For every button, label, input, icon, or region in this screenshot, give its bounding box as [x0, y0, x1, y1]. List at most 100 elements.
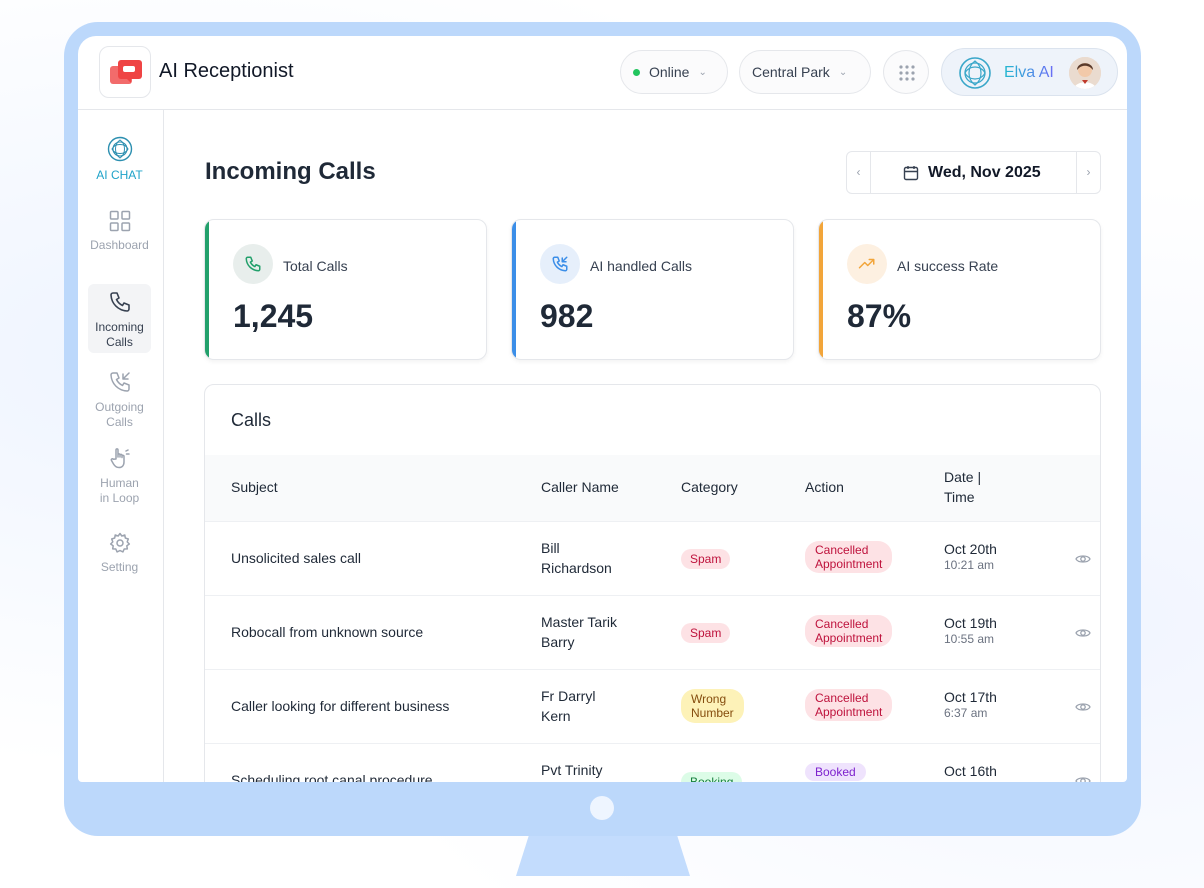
location-dropdown[interactable]: Central Park ⌄ — [739, 50, 871, 94]
sidebar-item-incoming-calls[interactable]: Incoming Calls — [88, 284, 151, 353]
sidebar-item-ai-chat[interactable]: AI CHAT — [88, 136, 151, 183]
sidebar: AI CHAT Dashboard Incoming Calls Outgoin… — [78, 110, 164, 782]
sidebar-item-label: Outgoing Calls — [95, 400, 144, 429]
date-picker[interactable]: Wed, Nov 2025 — [903, 164, 1041, 182]
column-header-category[interactable]: Category — [681, 479, 738, 495]
call-datetime: Oct 17th 6:37 am — [944, 689, 997, 720]
table-row[interactable]: Caller looking for different business Fr… — [205, 669, 1100, 743]
previous-date-button[interactable]: ‹ — [847, 152, 871, 193]
sidebar-item-label: Human in Loop — [99, 476, 140, 505]
next-date-button[interactable]: › — [1076, 152, 1100, 193]
sidebar-item-label: Incoming Calls — [95, 320, 144, 349]
calls-table-title: Calls — [231, 410, 272, 430]
column-header-subject[interactable]: Subject — [231, 479, 278, 495]
apps-grid-icon — [899, 65, 915, 81]
kpi-label: AI handled Calls — [590, 258, 692, 274]
call-subject: Scheduling root canal procedure — [231, 772, 433, 782]
call-date: Oct 19th — [944, 615, 997, 631]
category-badge: Wrong Number — [681, 689, 744, 723]
action-badge: Cancelled Appointment — [805, 689, 893, 721]
kpi-card-ai-handled-calls: AI handled Calls 982 — [511, 219, 794, 360]
trend-up-icon — [858, 258, 875, 269]
call-subject: Unsolicited sales call — [231, 550, 361, 566]
table-row[interactable]: Scheduling root canal procedure Pvt Trin… — [205, 743, 1100, 782]
view-details-button[interactable] — [1075, 699, 1091, 718]
kpi-value: 1,245 — [233, 298, 314, 334]
kpi-accent-bar — [205, 220, 209, 359]
call-subject: Caller looking for different business — [231, 698, 450, 714]
date-label: Wed, Nov 2025 — [928, 164, 1041, 181]
eye-icon — [1075, 555, 1091, 563]
top-bar: AI Receptionist Online ⌄ Central Park ⌄ — [78, 36, 1127, 110]
app-logo[interactable] — [99, 46, 151, 98]
eye-icon — [1075, 629, 1091, 637]
sidebar-item-setting[interactable]: Setting — [88, 532, 151, 575]
monitor-stand — [516, 832, 690, 876]
kpi-accent-bar — [819, 220, 823, 359]
kpi-icon-container — [233, 244, 273, 284]
date-navigator: ‹ Wed, Nov 2025 › — [846, 151, 1101, 194]
call-date: Oct 17th — [944, 689, 997, 705]
caller-name: Pvt Trinity — [541, 762, 603, 778]
table-row[interactable]: Unsolicited sales call Bill Richardson S… — [205, 521, 1100, 595]
calls-table-card: Calls Subject Caller Name Category Actio… — [204, 384, 1101, 782]
call-datetime: Oct 16th — [944, 763, 997, 780]
action-badge: Cancelled Appointment — [805, 541, 893, 573]
kpi-card-ai-success-rate: AI success Rate 87% — [818, 219, 1101, 360]
table-row[interactable]: Robocall from unknown source Master Tari… — [205, 595, 1100, 669]
action-badge: Cancelled Appointment — [805, 615, 893, 647]
sidebar-item-label: Dashboard — [90, 238, 149, 252]
kpi-value: 87% — [847, 298, 912, 334]
sidebar-item-human-in-loop[interactable]: Human in Loop — [88, 446, 151, 506]
kpi-accent-bar — [512, 220, 516, 359]
view-details-button[interactable] — [1075, 625, 1091, 644]
phone-outgoing-icon — [109, 372, 130, 392]
call-datetime: Oct 19th 10:55 am — [944, 615, 997, 646]
view-details-button[interactable] — [1075, 551, 1091, 570]
kpi-value: 982 — [540, 298, 594, 334]
sidebar-item-dashboard[interactable]: Dashboard — [88, 210, 151, 253]
page-title: Incoming Calls — [205, 158, 376, 185]
call-datetime: Oct 20th 10:21 am — [944, 541, 997, 572]
call-date: Oct 20th — [944, 541, 997, 557]
call-subject: Robocall from unknown source — [231, 624, 424, 640]
caller-name: Master Tarik Barry — [541, 614, 617, 650]
eye-icon — [1075, 777, 1091, 782]
status-dropdown[interactable]: Online ⌄ — [620, 50, 728, 94]
gear-icon — [109, 532, 130, 553]
column-header-action[interactable]: Action — [805, 479, 844, 495]
category-badge: Booking — [681, 772, 743, 782]
kpi-label: AI success Rate — [897, 258, 999, 274]
kpi-card-total-calls: Total Calls 1,245 — [204, 219, 487, 360]
action-badge: Booked — [805, 763, 866, 781]
sidebar-item-label: Setting — [100, 560, 139, 574]
call-date: Oct 16th — [944, 763, 997, 779]
call-time: 10:55 am — [944, 632, 995, 646]
caller-name: Fr Darryl Kern — [541, 688, 596, 724]
user-name: Elva AI — [1004, 64, 1054, 81]
phone-icon — [245, 256, 261, 272]
sidebar-item-label: AI CHAT — [96, 168, 143, 182]
ai-orb-icon — [959, 57, 991, 89]
caller-name: Bill Richardson — [541, 540, 612, 576]
phone-incoming-icon — [552, 256, 568, 272]
chevron-down-icon: ⌄ — [838, 66, 848, 78]
kpi-icon-container — [847, 244, 887, 284]
apps-grid-button[interactable] — [883, 50, 929, 94]
eye-icon — [1075, 703, 1091, 711]
view-details-button[interactable] — [1075, 773, 1091, 782]
category-badge: Spam — [681, 623, 731, 643]
table-header: Subject Caller Name Category Action Date… — [205, 455, 1100, 521]
chevron-down-icon: ⌄ — [698, 66, 707, 78]
call-time: 6:37 am — [944, 706, 988, 720]
user-menu[interactable]: Elva AI — [941, 48, 1118, 96]
call-time: 10:21 am — [944, 558, 995, 572]
kpi-label: Total Calls — [283, 258, 348, 274]
phone-icon — [109, 292, 130, 312]
sidebar-item-outgoing-calls[interactable]: Outgoing Calls — [88, 370, 151, 430]
location-label: Central Park — [752, 64, 830, 80]
kpi-icon-container — [540, 244, 580, 284]
hand-icon — [110, 448, 130, 469]
column-header-date-time[interactable]: Date | Time — [944, 469, 982, 505]
column-header-caller-name[interactable]: Caller Name — [541, 479, 619, 495]
